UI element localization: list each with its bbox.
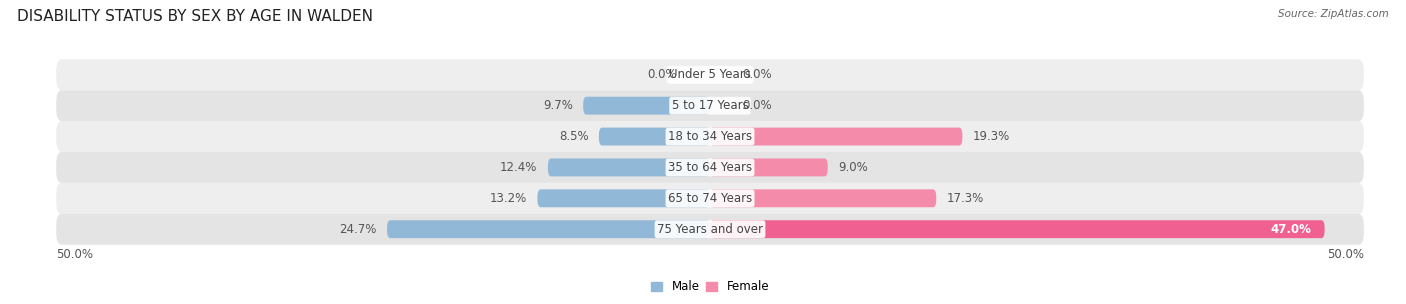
Text: 13.2%: 13.2% xyxy=(489,192,527,205)
Text: 47.0%: 47.0% xyxy=(1271,223,1312,236)
Text: 75 Years and over: 75 Years and over xyxy=(657,223,763,236)
FancyBboxPatch shape xyxy=(56,59,1364,90)
Text: 12.4%: 12.4% xyxy=(501,161,537,174)
Text: 9.7%: 9.7% xyxy=(543,99,572,112)
Text: Source: ZipAtlas.com: Source: ZipAtlas.com xyxy=(1278,9,1389,19)
Text: 5 to 17 Years: 5 to 17 Years xyxy=(672,99,748,112)
Text: 19.3%: 19.3% xyxy=(973,130,1010,143)
Text: 35 to 64 Years: 35 to 64 Years xyxy=(668,161,752,174)
Text: DISABILITY STATUS BY SEX BY AGE IN WALDEN: DISABILITY STATUS BY SEX BY AGE IN WALDE… xyxy=(17,9,373,24)
Text: 50.0%: 50.0% xyxy=(56,248,93,261)
Text: 8.5%: 8.5% xyxy=(558,130,589,143)
Text: 65 to 74 Years: 65 to 74 Years xyxy=(668,192,752,205)
FancyBboxPatch shape xyxy=(583,97,710,115)
Legend: Male, Female: Male, Female xyxy=(645,275,775,298)
Text: Under 5 Years: Under 5 Years xyxy=(669,68,751,81)
FancyBboxPatch shape xyxy=(56,90,1364,121)
FancyBboxPatch shape xyxy=(710,220,1324,238)
FancyBboxPatch shape xyxy=(710,189,936,207)
Text: 0.0%: 0.0% xyxy=(648,68,678,81)
Text: 0.0%: 0.0% xyxy=(742,99,772,112)
Text: 18 to 34 Years: 18 to 34 Years xyxy=(668,130,752,143)
FancyBboxPatch shape xyxy=(710,158,828,176)
FancyBboxPatch shape xyxy=(387,220,710,238)
FancyBboxPatch shape xyxy=(56,183,1364,214)
Text: 24.7%: 24.7% xyxy=(339,223,377,236)
FancyBboxPatch shape xyxy=(56,152,1364,183)
Text: 9.0%: 9.0% xyxy=(838,161,868,174)
FancyBboxPatch shape xyxy=(548,158,710,176)
Text: 0.0%: 0.0% xyxy=(742,68,772,81)
FancyBboxPatch shape xyxy=(56,121,1364,152)
Text: 17.3%: 17.3% xyxy=(946,192,984,205)
FancyBboxPatch shape xyxy=(537,189,710,207)
FancyBboxPatch shape xyxy=(599,128,710,146)
FancyBboxPatch shape xyxy=(56,214,1364,245)
Text: 50.0%: 50.0% xyxy=(1327,248,1364,261)
FancyBboxPatch shape xyxy=(710,128,962,146)
